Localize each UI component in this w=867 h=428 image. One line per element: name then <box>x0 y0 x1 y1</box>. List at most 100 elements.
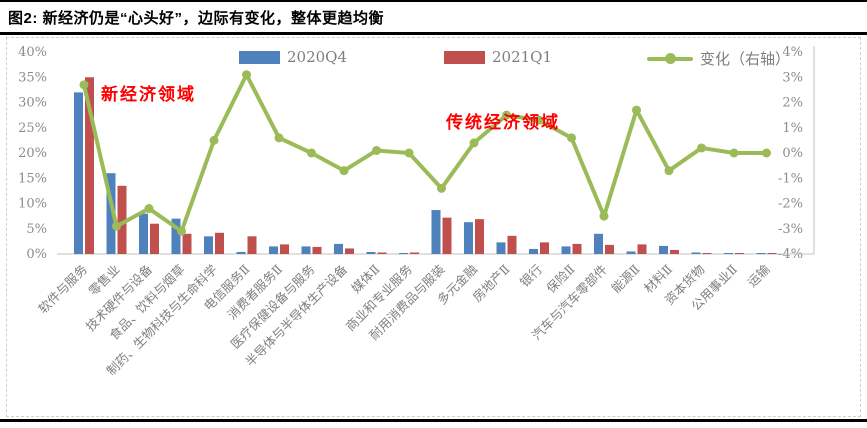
change-point-0 <box>79 80 89 90</box>
figure-bottom-rule <box>0 419 867 422</box>
bar-2020Q4-5 <box>236 251 246 254</box>
bar-2020Q4-21 <box>756 252 766 254</box>
bar-2020Q4-8 <box>334 243 343 254</box>
bar-2021Q1-18 <box>670 249 679 254</box>
bar-2021Q1-5 <box>247 236 257 254</box>
combo-chart: 0%5%10%15%20%25%30%35%40%-4%-3%-2%-1%0%1… <box>18 45 815 378</box>
x-axis-category-label: 银行 <box>517 262 545 290</box>
bar-2021Q1-7 <box>312 246 322 254</box>
bar-2020Q4-2 <box>139 213 148 254</box>
bar-2021Q1-1 <box>117 185 127 254</box>
left-axis-tick: 15% <box>18 171 47 186</box>
change-point-9 <box>372 145 381 155</box>
change-point-19 <box>697 143 706 153</box>
change-point-20 <box>729 148 739 158</box>
change-point-4 <box>209 135 219 145</box>
bar-2021Q1-4 <box>215 232 224 254</box>
bar-2020Q4-7 <box>301 246 311 254</box>
left-axis-tick: 5% <box>26 222 47 237</box>
change-point-17 <box>632 105 641 115</box>
change-point-16 <box>599 211 609 221</box>
right-axis-tick: 4% <box>782 45 803 60</box>
bar-2020Q4-16 <box>594 233 603 254</box>
change-point-7 <box>307 148 316 158</box>
right-axis-tick: -2% <box>778 197 803 212</box>
left-axis-tick: 20% <box>18 146 47 161</box>
bar-2021Q1-16 <box>605 244 614 254</box>
change-point-8 <box>339 166 349 176</box>
legend-item-change: 变化（右轴） <box>647 48 790 69</box>
change-point-14 <box>534 115 544 125</box>
change-point-10 <box>404 148 414 158</box>
bar-2021Q1-13 <box>507 235 517 254</box>
bar-2020Q4-11 <box>431 210 441 254</box>
bar-2021Q1-17 <box>637 244 647 254</box>
left-axis-tick: 35% <box>18 70 47 85</box>
change-point-12 <box>469 138 479 148</box>
change-point-15 <box>567 133 576 143</box>
bar-2020Q4-1 <box>106 173 116 254</box>
bar-2021Q1-8 <box>345 248 354 254</box>
bar-2021Q1-3 <box>182 233 192 254</box>
bar-2020Q4-10 <box>399 252 408 254</box>
bar-2020Q4-14 <box>529 248 538 254</box>
bar-2021Q1-10 <box>410 252 419 254</box>
right-axis-tick: 1% <box>782 121 803 136</box>
left-axis-tick: 25% <box>18 121 47 136</box>
bar-2020Q4-15 <box>561 246 571 254</box>
bar-2021Q1-11 <box>442 217 452 254</box>
change-point-6 <box>274 133 284 143</box>
left-axis-tick: 0% <box>26 247 47 262</box>
bar-2020Q4-20 <box>724 252 733 254</box>
annotation-new-economy: 新经济领域 <box>101 85 196 104</box>
change-point-13 <box>502 110 511 120</box>
left-axis-tick: 30% <box>18 96 47 111</box>
change-point-2 <box>144 204 154 214</box>
change-point-5 <box>242 70 251 80</box>
left-axis-tick: 40% <box>18 45 47 60</box>
annotation-traditional-economy: 传统经济领域 <box>446 113 560 132</box>
bar-2020Q4-9 <box>366 251 376 254</box>
bar-2020Q4-19 <box>691 252 701 254</box>
bar-2021Q1-2 <box>150 223 159 254</box>
bar-2021Q1-21 <box>767 252 777 254</box>
right-axis-tick: -1% <box>778 171 803 186</box>
bar-2020Q4-13 <box>496 242 506 254</box>
legend-swatch-2020q4 <box>239 50 280 64</box>
change-line <box>82 72 769 234</box>
left-axis-tick: 10% <box>18 197 47 212</box>
right-axis-tick: -3% <box>778 222 803 237</box>
bar-2020Q4-3 <box>171 218 181 254</box>
bar-2020Q4-0 <box>74 92 83 255</box>
bar-2021Q1-14 <box>540 242 549 254</box>
right-axis-tick: 0% <box>782 146 803 161</box>
legend-swatch-2021q1 <box>444 50 485 64</box>
change-point-21 <box>762 148 771 158</box>
bar-2020Q4-12 <box>464 222 473 254</box>
change-point-1 <box>112 221 121 231</box>
legend-item-2021q1: 2021Q1 <box>444 48 552 66</box>
bar-2021Q1-19 <box>702 252 712 254</box>
bar-2020Q4-6 <box>269 246 278 254</box>
bar-2020Q4-4 <box>204 236 213 254</box>
bar-2021Q1-6 <box>280 244 289 254</box>
right-axis-tick: 2% <box>782 96 803 111</box>
bar-2020Q4-18 <box>659 245 668 254</box>
legend-line-marker-icon <box>647 52 693 65</box>
figure-title: 图2: 新经济仍是“心头好”，边际有变化，整体更趋均衡 <box>0 0 867 35</box>
legend-label-2020q4: 2020Q4 <box>287 48 348 66</box>
bar-2020Q4-17 <box>626 251 636 254</box>
chart-container: 0% 5% 10% 15% 20% 25% 30% 35% 40% -4% -3% -2% -1% 0% 1… <box>6 37 861 417</box>
right-axis-tick: 3% <box>782 70 803 85</box>
bar-2021Q1-15 <box>572 243 582 254</box>
x-axis-category-label: 能源Ⅱ <box>608 262 642 296</box>
bar-2021Q1-12 <box>475 219 484 254</box>
legend-label-change: 变化（右轴） <box>700 50 791 68</box>
change-point-3 <box>177 226 186 236</box>
bar-2021Q1-9 <box>377 252 387 254</box>
change-point-18 <box>664 166 674 176</box>
x-axis-category-label: 软件与服务 <box>35 262 90 317</box>
bar-2021Q1-20 <box>735 252 744 254</box>
x-axis-category-label: 运输 <box>744 261 773 290</box>
legend-label-2021q1: 2021Q1 <box>492 48 553 66</box>
